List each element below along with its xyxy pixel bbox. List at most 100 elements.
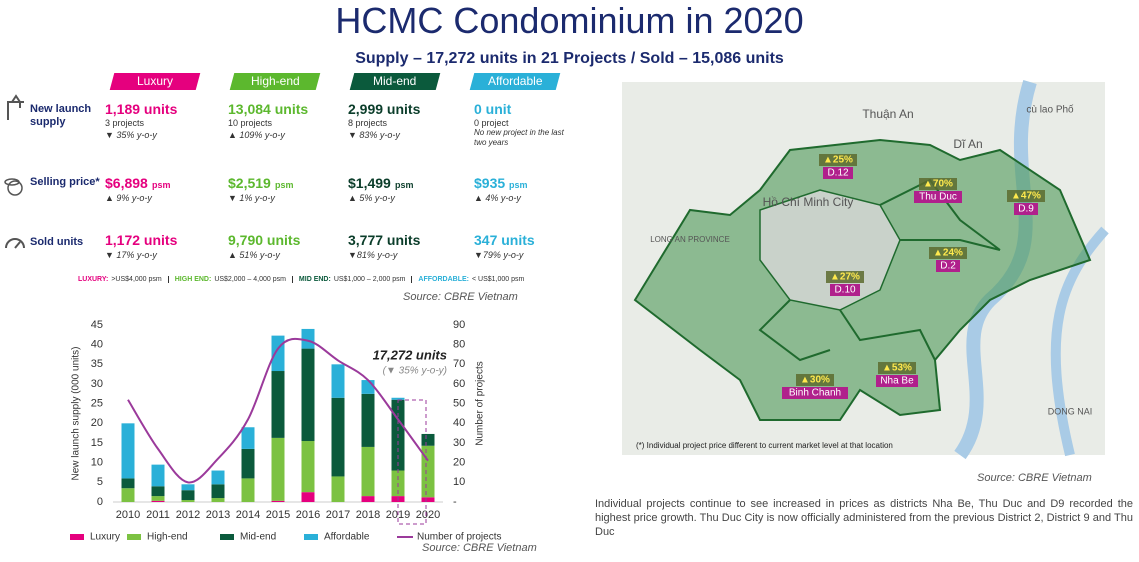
- commentary: Individual projects continue to see incr…: [595, 498, 1133, 538]
- y2-tick-label: 50: [453, 398, 465, 410]
- line: [127, 337, 429, 484]
- bar-segment: [421, 433, 435, 446]
- district-change: ▲70%: [923, 179, 953, 190]
- definitions: LUXURY: >US$4,000 psm HIGH END: US$2,000 – …: [78, 276, 524, 283]
- change-badge: [826, 271, 864, 283]
- supply: 2,999 units: [348, 101, 421, 117]
- price-change: ▼ 1% y-o-y: [228, 193, 275, 203]
- bar-segment: [271, 437, 285, 501]
- supply: 13,084 units: [228, 101, 309, 117]
- bar-segment: [361, 380, 375, 394]
- urban-core: [759, 189, 901, 311]
- bar-segment: [151, 496, 165, 501]
- supply-projects: 10 projects: [228, 118, 273, 128]
- legend-label: Mid-end: [240, 532, 276, 543]
- segment-header: Mid-end: [349, 73, 441, 90]
- name-badge: [876, 375, 918, 387]
- price: $6,898: [105, 175, 148, 191]
- bar-segment: [241, 448, 255, 479]
- bar-segment: [421, 497, 435, 502]
- price-unit: psm: [509, 180, 528, 190]
- bar-segment: [361, 496, 375, 502]
- segment-name: High-end: [250, 74, 300, 88]
- district-name: D.10: [834, 285, 856, 296]
- bar-segment: [241, 478, 255, 502]
- place-name: cù lao Phố: [1026, 104, 1074, 116]
- y2-tick-label: 20: [453, 457, 465, 469]
- def-term: MID END:: [298, 276, 331, 283]
- highlight-box: [397, 399, 427, 525]
- x-tick-label: 2011: [146, 509, 170, 521]
- y-tick-label: 10: [91, 457, 103, 469]
- def-term: LUXURY:: [78, 276, 109, 283]
- bar-segment: [271, 335, 285, 372]
- segment-header: Affordable: [469, 73, 561, 90]
- change-badge: [878, 362, 916, 374]
- segment-name: Affordable: [487, 74, 543, 88]
- river: [1050, 226, 1109, 457]
- x-tick-label: 2014: [236, 509, 260, 521]
- supply: 0 unit: [474, 101, 512, 117]
- def-desc: >US$4,000 psm: [111, 276, 162, 283]
- district-change: ▲24%: [933, 248, 963, 259]
- bar-segment: [211, 484, 225, 499]
- supply-projects: 8 projects: [348, 118, 388, 128]
- annotation-sub: (▼ 35% y-o-y): [383, 366, 447, 377]
- change-badge: [819, 154, 857, 166]
- legend-swatch: [220, 534, 234, 540]
- y2-tick-label: 10: [453, 476, 465, 488]
- y-tick-label: 25: [91, 398, 103, 410]
- sold-change: ▼81% y-o-y: [348, 250, 398, 260]
- price-unit: psm: [152, 180, 171, 190]
- name-badge: [1014, 203, 1038, 215]
- bar-segment: [211, 498, 225, 502]
- bar-segment: [301, 492, 315, 502]
- bar-segment: [391, 397, 405, 400]
- subtitle: Supply – 17,272 units in 21 Projects / S…: [355, 50, 784, 67]
- bar-segment: [181, 490, 195, 501]
- legend-swatch: [70, 534, 84, 540]
- y2-tick-label: -: [453, 496, 457, 508]
- sold-change: ▲ 51% y-o-y: [228, 250, 280, 260]
- district-name: Nha Be: [880, 376, 914, 387]
- legend-label: Luxury: [90, 532, 120, 543]
- district-name: D.12: [827, 168, 849, 179]
- y-tick-label: 0: [97, 496, 103, 508]
- chart-source: Source: CBRE Vietnam: [422, 542, 537, 554]
- def-term: AFFORDABLE:: [418, 276, 469, 283]
- y-tick-label: 5: [97, 476, 103, 488]
- bar-segment: [181, 500, 195, 502]
- district-change: ▲53%: [882, 363, 912, 374]
- icon-crane: [7, 94, 24, 120]
- y2-tick-label: 30: [453, 437, 465, 449]
- sold-change: ▼79% y-o-y: [474, 250, 524, 260]
- bar-segment: [301, 348, 315, 442]
- x-tick-label: 2015: [266, 509, 290, 521]
- x-tick-label: 2017: [326, 509, 350, 521]
- bar-segment: [121, 423, 135, 479]
- name-badge: [823, 167, 853, 179]
- segment-name: Mid-end: [373, 74, 417, 88]
- segment-header: High-end: [229, 73, 321, 90]
- y2-tick-label: 70: [453, 358, 465, 370]
- y-tick-label: 45: [91, 319, 103, 331]
- bar-segment: [421, 445, 435, 498]
- name-badge: [782, 387, 848, 399]
- district-name: D.9: [1018, 204, 1034, 215]
- name-badge: [914, 191, 962, 203]
- place-name: Dĩ An: [953, 137, 982, 151]
- row-label: Selling price*: [30, 176, 100, 188]
- bar-segment: [271, 371, 285, 438]
- price: $935: [474, 175, 506, 191]
- price-change: ▲ 4% y-o-y: [474, 193, 521, 203]
- place-name: DONG NAI: [1048, 406, 1093, 416]
- bar-segment: [331, 476, 345, 502]
- supply-note: No new project in the last two years: [474, 128, 564, 147]
- bar-segment: [301, 441, 315, 493]
- sold: 9,790 units: [228, 232, 301, 248]
- bar-segment: [271, 500, 285, 502]
- price: $1,499: [348, 175, 391, 191]
- name-badge: [936, 260, 960, 272]
- place-name: LONG AN PROVINCE: [650, 235, 730, 244]
